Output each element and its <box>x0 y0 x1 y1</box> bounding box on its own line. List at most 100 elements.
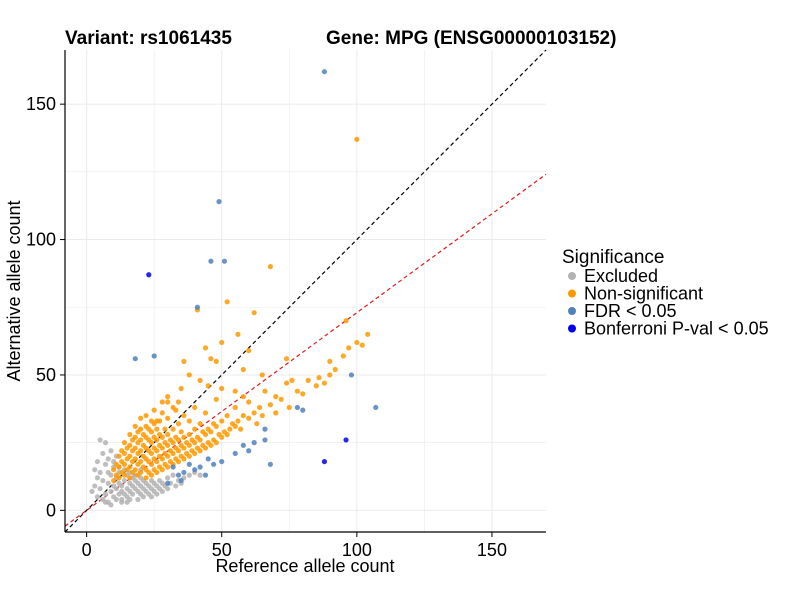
point-series-1 <box>197 377 203 383</box>
point-series-2 <box>186 461 192 467</box>
point-series-0 <box>108 488 114 494</box>
point-series-1 <box>259 412 265 419</box>
point-series-0 <box>186 472 192 478</box>
point-series-2 <box>267 461 273 467</box>
point-series-2 <box>178 477 184 484</box>
point-series-1 <box>197 448 203 454</box>
point-series-0 <box>102 461 109 467</box>
point-series-1 <box>154 426 160 432</box>
point-series-1 <box>165 399 171 405</box>
point-series-1 <box>224 299 230 305</box>
point-series-1 <box>240 394 246 400</box>
point-series-0 <box>97 437 103 443</box>
chart-title-variant: Variant: rs1061435 <box>65 28 232 49</box>
point-series-1 <box>116 475 122 481</box>
point-series-0 <box>108 448 114 454</box>
point-series-1 <box>178 385 184 392</box>
point-series-1 <box>235 331 241 337</box>
point-series-1 <box>202 431 209 438</box>
point-series-1 <box>227 426 233 432</box>
legend-label-2: FDR < 0.05 <box>584 301 677 321</box>
y-axis-title: Alternative allele count <box>4 200 24 381</box>
point-series-1 <box>286 404 292 411</box>
point-series-1 <box>340 353 346 359</box>
point-series-1 <box>246 399 252 405</box>
point-series-1 <box>213 396 219 402</box>
point-series-2 <box>170 464 176 470</box>
point-series-1 <box>186 431 192 438</box>
point-series-2 <box>251 440 257 446</box>
point-series-1 <box>197 421 203 427</box>
point-series-0 <box>97 486 103 492</box>
point-series-1 <box>165 464 171 470</box>
grid-lines <box>65 50 546 532</box>
point-series-1 <box>138 415 144 421</box>
point-series-1 <box>186 453 192 459</box>
point-series-1 <box>197 437 203 443</box>
point-series-2 <box>181 469 187 476</box>
point-series-2 <box>202 472 209 478</box>
legend-title: Significance <box>562 247 664 268</box>
point-series-1 <box>138 469 144 476</box>
x-tick-label: 150 <box>477 540 507 560</box>
point-series-0 <box>170 472 176 478</box>
point-series-1 <box>289 377 295 383</box>
point-series-1 <box>127 442 133 448</box>
legend-key-2 <box>568 307 576 315</box>
point-series-2 <box>132 356 138 362</box>
point-series-0 <box>113 486 119 492</box>
reference-line-identity <box>64 49 547 533</box>
point-series-3 <box>146 272 152 278</box>
point-series-1 <box>121 450 128 457</box>
point-series-2 <box>175 472 182 478</box>
point-series-1 <box>148 472 155 478</box>
point-series-1 <box>116 453 122 459</box>
point-series-1 <box>343 318 349 324</box>
legend-key-1 <box>568 289 576 298</box>
point-series-0 <box>129 491 136 497</box>
point-series-1 <box>232 388 238 394</box>
point-series-1 <box>254 421 260 427</box>
data-points <box>89 69 379 508</box>
point-series-1 <box>154 418 160 424</box>
point-series-1 <box>251 310 257 316</box>
chart-title-gene: Gene: MPG (ENSG00000103152) <box>326 28 616 49</box>
point-series-1 <box>154 469 160 476</box>
point-series-0 <box>148 494 155 500</box>
point-series-1 <box>213 440 219 446</box>
point-series-1 <box>138 426 144 432</box>
point-series-1 <box>154 458 160 465</box>
point-series-1 <box>262 388 268 394</box>
point-series-1 <box>205 383 211 389</box>
point-series-1 <box>175 399 182 405</box>
point-series-1 <box>192 426 198 432</box>
axis-ticks: 0 50 100 150 0 50 100 150 <box>26 94 507 560</box>
point-series-2 <box>211 461 217 467</box>
point-series-1 <box>154 448 160 454</box>
point-series-1 <box>181 358 187 365</box>
point-series-0 <box>135 496 141 503</box>
point-series-0 <box>102 499 109 505</box>
point-series-1 <box>346 345 352 351</box>
point-series-1 <box>121 440 128 446</box>
point-series-2 <box>348 372 355 378</box>
point-series-1 <box>232 404 238 411</box>
point-series-1 <box>273 410 279 416</box>
y-tick-label: 50 <box>36 365 56 385</box>
point-series-1 <box>175 458 182 465</box>
point-series-1 <box>173 407 179 413</box>
point-series-0 <box>89 488 95 494</box>
point-series-1 <box>181 434 187 440</box>
legend-key-0 <box>568 272 576 280</box>
point-series-1 <box>181 445 187 451</box>
point-series-1 <box>259 372 265 378</box>
point-series-1 <box>192 404 198 411</box>
point-series-1 <box>208 356 214 362</box>
point-series-0 <box>105 456 111 462</box>
point-series-1 <box>116 464 122 470</box>
point-series-1 <box>186 418 192 424</box>
point-series-1 <box>278 396 284 402</box>
point-series-1 <box>132 423 138 429</box>
point-series-2 <box>151 353 157 359</box>
